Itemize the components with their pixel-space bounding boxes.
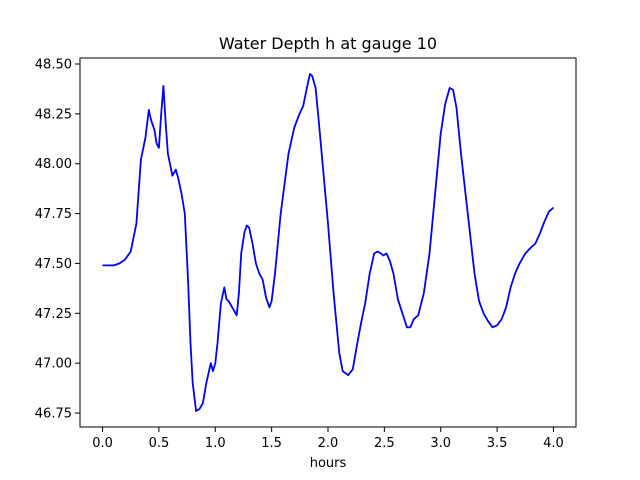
x-axis-ticks: 0.0 0.5 1.0 1.5 2.0 2.5 3.0 3.5 4.0 <box>92 427 564 451</box>
y-axis-ticks: 46.75 47.00 47.25 47.50 47.75 48.00 48.25 48.50 <box>35 57 80 422</box>
x-tick-label: 0.0 <box>92 436 113 451</box>
x-tick-label: 1.5 <box>261 436 282 451</box>
axes-frame <box>79 57 577 428</box>
series-line-0 <box>102 73 555 412</box>
x-tick-label: 4.0 <box>543 436 564 451</box>
y-tick-label: 48.00 <box>35 157 72 172</box>
x-tick-label: 2.5 <box>374 436 395 451</box>
x-tick-label: 0.5 <box>149 436 170 451</box>
x-axis-label: hours <box>310 456 347 471</box>
plot-area <box>102 73 555 412</box>
x-tick-label: 3.0 <box>430 436 451 451</box>
y-tick-label: 48.50 <box>35 57 72 72</box>
y-tick-label: 48.25 <box>35 107 72 122</box>
chart-title: Water Depth h at gauge 10 <box>219 34 437 53</box>
x-tick-label: 2.0 <box>318 436 339 451</box>
x-tick-label: 1.0 <box>205 436 226 451</box>
y-tick-label: 47.50 <box>35 257 72 272</box>
y-tick-label: 46.75 <box>35 407 72 422</box>
y-tick-label: 47.25 <box>35 307 72 322</box>
y-tick-label: 47.75 <box>35 207 72 222</box>
x-tick-label: 3.5 <box>487 436 508 451</box>
y-tick-label: 47.00 <box>35 357 72 372</box>
